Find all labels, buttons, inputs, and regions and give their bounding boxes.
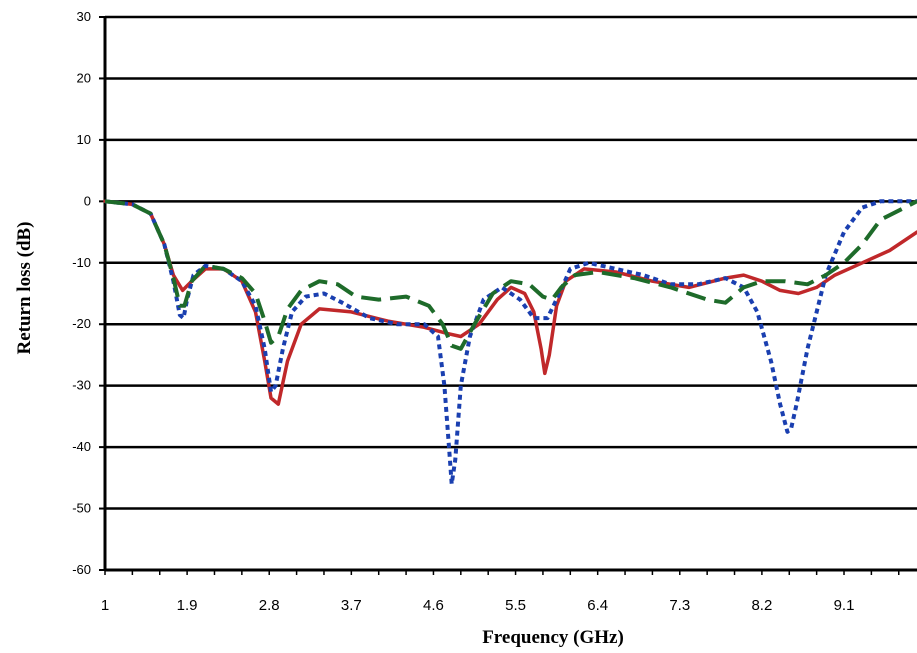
x-tick-label: 2.8 [259,597,280,614]
series-line-dotted [104,199,917,486]
x-tick-label: 9.1 [834,597,855,614]
x-tick-label: 4.6 [423,597,444,614]
y-axis-title: Return loss (dB) [14,221,35,354]
series-lines [103,199,917,486]
y-tick-label: 30 [77,9,91,24]
y-tick-label: -20 [72,316,91,331]
y-tick-label: -50 [72,501,91,516]
y-tick-label: -40 [72,439,91,454]
x-tick-label: 7.3 [669,597,690,614]
x-tick-label: 3.7 [341,597,362,614]
x-tick-label: 1 [101,597,109,614]
x-tick-label: 6.4 [587,597,608,614]
y-tick-label: -60 [72,562,91,577]
y-tick-label: 0 [84,193,91,208]
x-tick-labels: 1 1.9 2.8 3.7 4.6 5.5 6.4 7.3 8.2 9.1 [101,597,855,614]
x-tick-label: 8.2 [751,597,772,614]
y-tick-label: -30 [72,378,91,393]
x-tick-label: 1.9 [177,597,198,614]
series-line-solid [103,199,917,406]
y-tick-label: 10 [77,132,91,147]
y-tick-label: 20 [77,70,91,85]
y-tick-label: -10 [72,255,91,270]
y-tick-labels: 30 20 10 0 -10 -20 -30 -40 -50 -60 [72,9,91,577]
x-axis-title: Frequency (GHz) [482,627,624,648]
x-tick-label: 5.5 [505,597,526,614]
axes [99,16,917,575]
series-line-dashed [104,199,917,351]
